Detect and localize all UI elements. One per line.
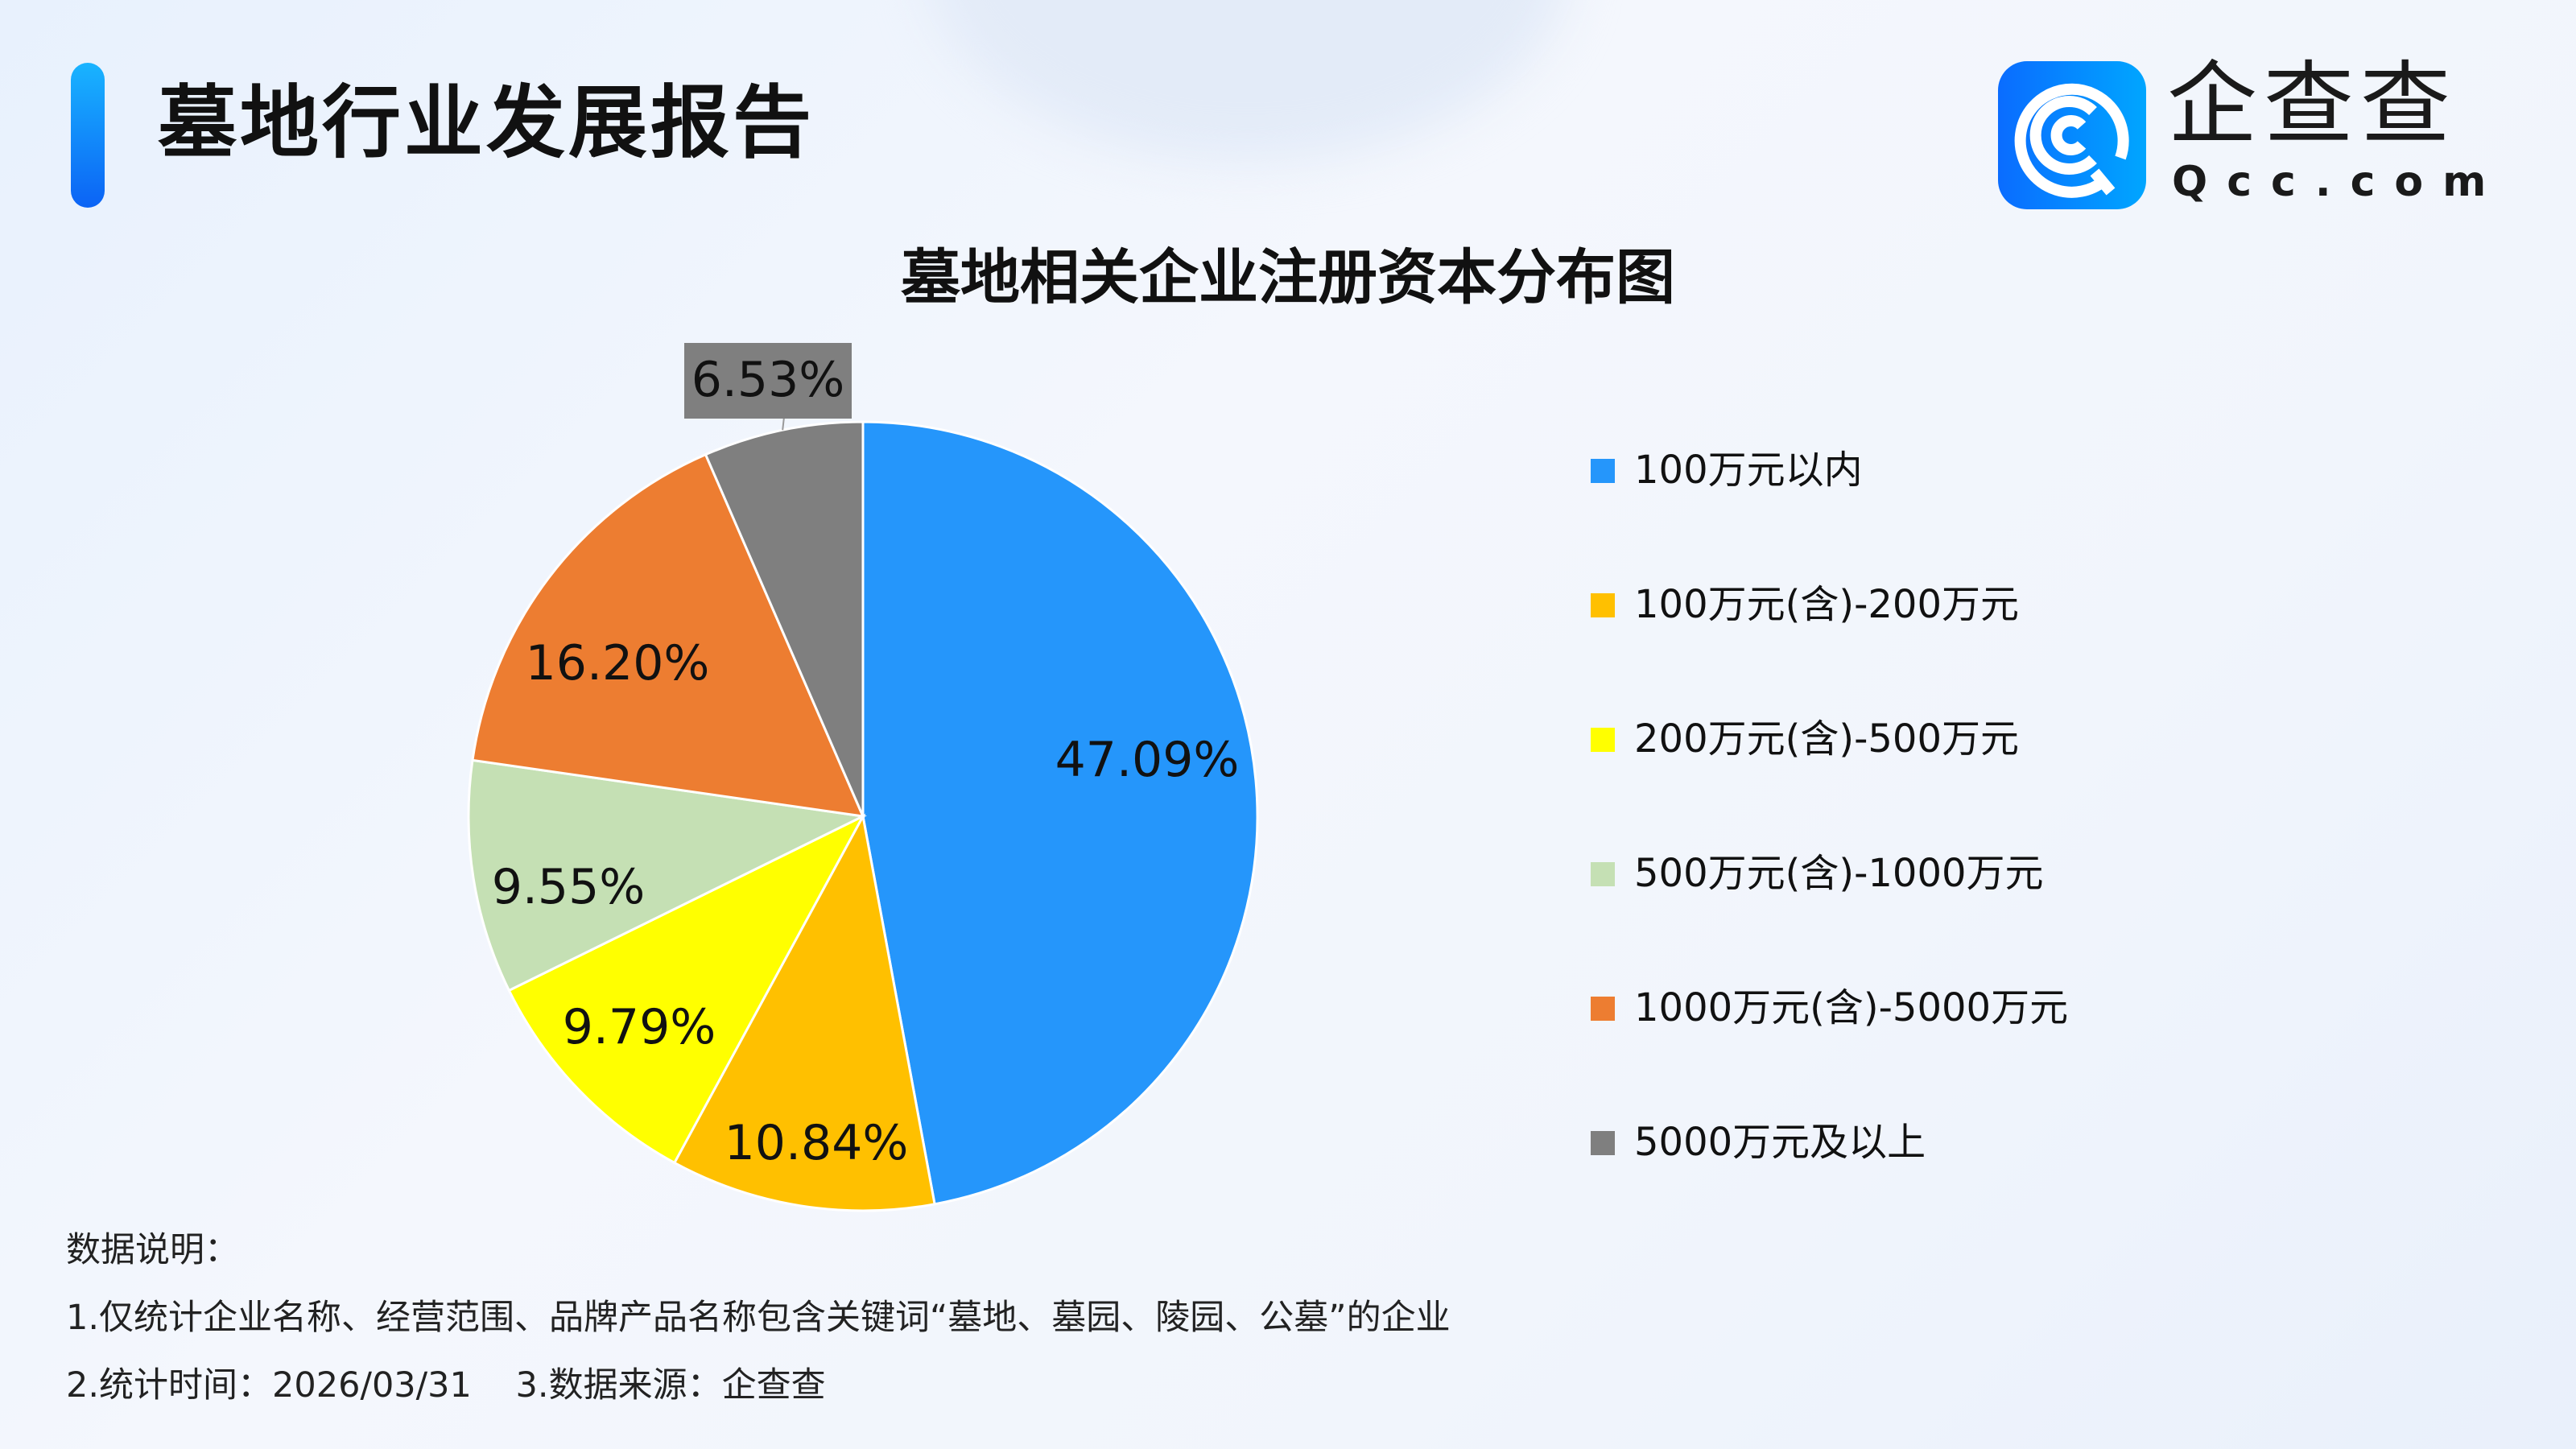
pie-slice xyxy=(861,420,1259,1206)
logo-domain: Qcc.com xyxy=(2172,158,2506,206)
legend-item: 200万元(含)-500万元 xyxy=(1591,716,2019,763)
leader-line xyxy=(782,416,785,431)
legend-swatch xyxy=(1591,592,1615,617)
data-label: 47.09% xyxy=(1055,732,1240,788)
legend-label: 200万元(含)-500万元 xyxy=(1634,716,2020,762)
footer-note-1: 1.仅统计企业名称、经营范围、品牌产品名称包含关键词“墓地、墓园、陵园、公墓”的… xyxy=(66,1298,1451,1338)
data-label-box xyxy=(684,343,852,419)
legend-label: 100万元以内 xyxy=(1634,448,1863,493)
legend-swatch xyxy=(1591,1130,1615,1155)
legend-item: 1000万元(含)-5000万元 xyxy=(1591,985,2068,1032)
logo-wordmark: 企查查 xyxy=(2167,52,2457,157)
legend-item: 500万元(含)-1000万元 xyxy=(1591,851,2044,898)
data-label: 9.79% xyxy=(563,999,716,1055)
pie-slice xyxy=(672,812,936,1212)
legend-swatch xyxy=(1591,996,1615,1021)
data-label: 10.84% xyxy=(724,1115,909,1171)
pie-slice xyxy=(467,758,868,993)
page-title: 墓地行业发展报告 xyxy=(158,77,815,169)
footer-heading: 数据说明： xyxy=(66,1230,239,1270)
legend-label: 5000万元及以上 xyxy=(1634,1120,1926,1165)
chart-title: 墓地相关企业注册资本分布图 xyxy=(901,243,1675,312)
legend-item: 100万元(含)-200万元 xyxy=(1591,582,2019,629)
legend-swatch xyxy=(1591,727,1615,752)
legend-label: 1000万元(含)-5000万元 xyxy=(1634,985,2069,1030)
pie-slice xyxy=(471,452,865,818)
legend-swatch xyxy=(1591,458,1615,483)
data-label: 9.55% xyxy=(492,859,646,915)
footer-note-2: 2.统计时间：2026/03/31 3.数据来源：企查查 xyxy=(66,1365,826,1406)
legend-item: 5000万元及以上 xyxy=(1591,1120,1926,1166)
data-label: 16.20% xyxy=(526,635,710,691)
data-label: 6.53% xyxy=(691,352,845,408)
pie-slice xyxy=(704,420,865,817)
legend-swatch xyxy=(1591,861,1615,886)
title-accent-bar xyxy=(71,63,105,208)
pie-slice xyxy=(507,813,866,1165)
legend-label: 100万元(含)-200万元 xyxy=(1634,582,2020,627)
legend-item: 100万元以内 xyxy=(1591,448,1863,494)
legend-label: 500万元(含)-1000万元 xyxy=(1634,851,2044,896)
qcc-logo-icon xyxy=(1998,61,2146,209)
qcc-logo: 企查查 Qcc.com xyxy=(1998,52,2497,209)
